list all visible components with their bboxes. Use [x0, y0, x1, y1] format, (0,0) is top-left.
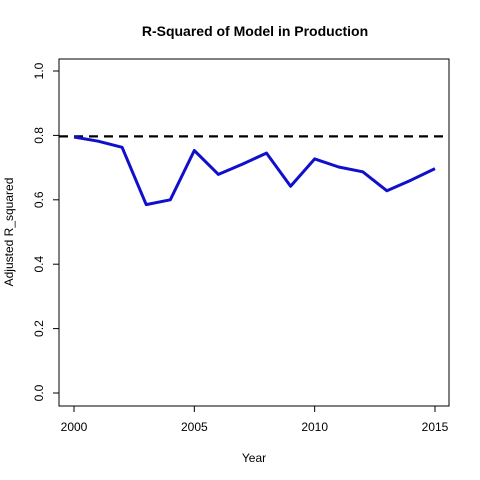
y-tick-label: 0.0 [32, 384, 46, 401]
x-tick-label: 2015 [422, 420, 449, 434]
y-tick-label: 1.0 [32, 62, 46, 79]
x-tick-label: 2010 [301, 420, 328, 434]
y-axis: 0.0 0.2 0.4 0.6 0.8 1.0 [32, 62, 60, 401]
x-tick-label: 2005 [181, 420, 208, 434]
y-tick-label: 0.2 [32, 320, 46, 337]
y-tick-label: 0.6 [32, 191, 46, 208]
x-axis-label: Year [242, 451, 266, 465]
series-line [73, 135, 436, 207]
y-tick-label: 0.8 [32, 127, 46, 144]
chart-title: R-Squared of Model in Production [142, 23, 368, 39]
plot-box [58, 58, 450, 407]
x-axis: 2000 2005 2010 2015 [61, 405, 449, 434]
x-tick-label: 2000 [61, 420, 88, 434]
y-axis-label: Adjusted R_squared [2, 178, 16, 287]
y-tick-label: 0.4 [32, 256, 46, 273]
